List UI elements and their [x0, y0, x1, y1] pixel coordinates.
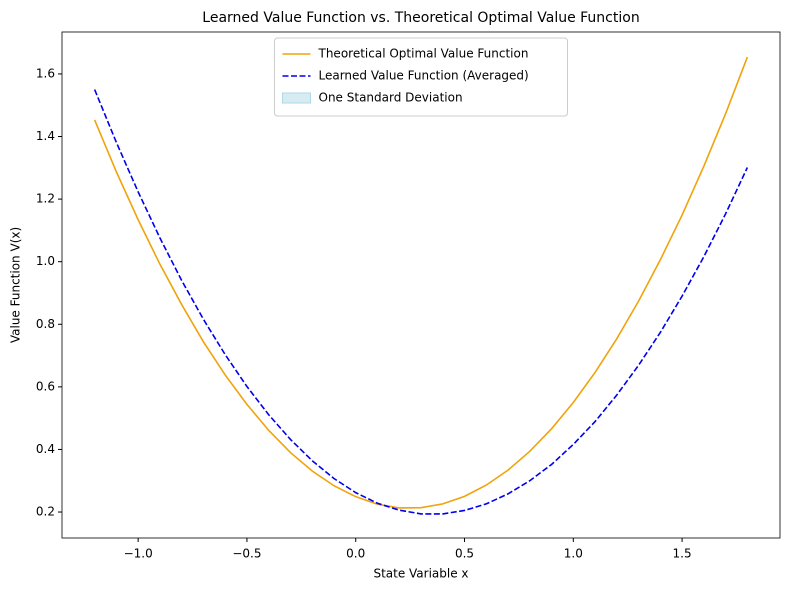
y-tick-label: 0.4 [36, 442, 55, 456]
y-tick-label: 0.2 [36, 505, 55, 519]
chart-title: Learned Value Function vs. Theoretical O… [202, 10, 639, 26]
x-tick-label: −0.5 [232, 547, 261, 561]
x-tick-label: 0.0 [346, 547, 365, 561]
y-tick-label: 1.4 [36, 129, 55, 143]
legend-label: One Standard Deviation [319, 91, 463, 105]
x-tick-label: 0.5 [455, 547, 474, 561]
x-tick-label: 1.5 [673, 547, 692, 561]
y-tick-label: 1.0 [36, 254, 55, 268]
legend-swatch [282, 92, 311, 104]
x-axis-label: State Variable x [373, 567, 468, 581]
series-line [93, 56, 749, 509]
y-tick-label: 1.6 [36, 66, 55, 80]
y-tick-label: 0.8 [36, 317, 55, 331]
legend-label: Learned Value Function (Averaged) [319, 69, 529, 83]
plot-frame [61, 31, 781, 539]
legend-label: Theoretical Optimal Value Function [318, 47, 529, 61]
y-tick-label: 0.6 [36, 379, 55, 393]
y-tick-label: 1.2 [36, 192, 55, 206]
series-line [93, 89, 749, 515]
y-axis-label: Value Function V(x) [9, 227, 23, 343]
x-tick-label: −1.0 [124, 547, 153, 561]
x-tick-label: 1.0 [564, 547, 583, 561]
legend-box [274, 37, 568, 117]
